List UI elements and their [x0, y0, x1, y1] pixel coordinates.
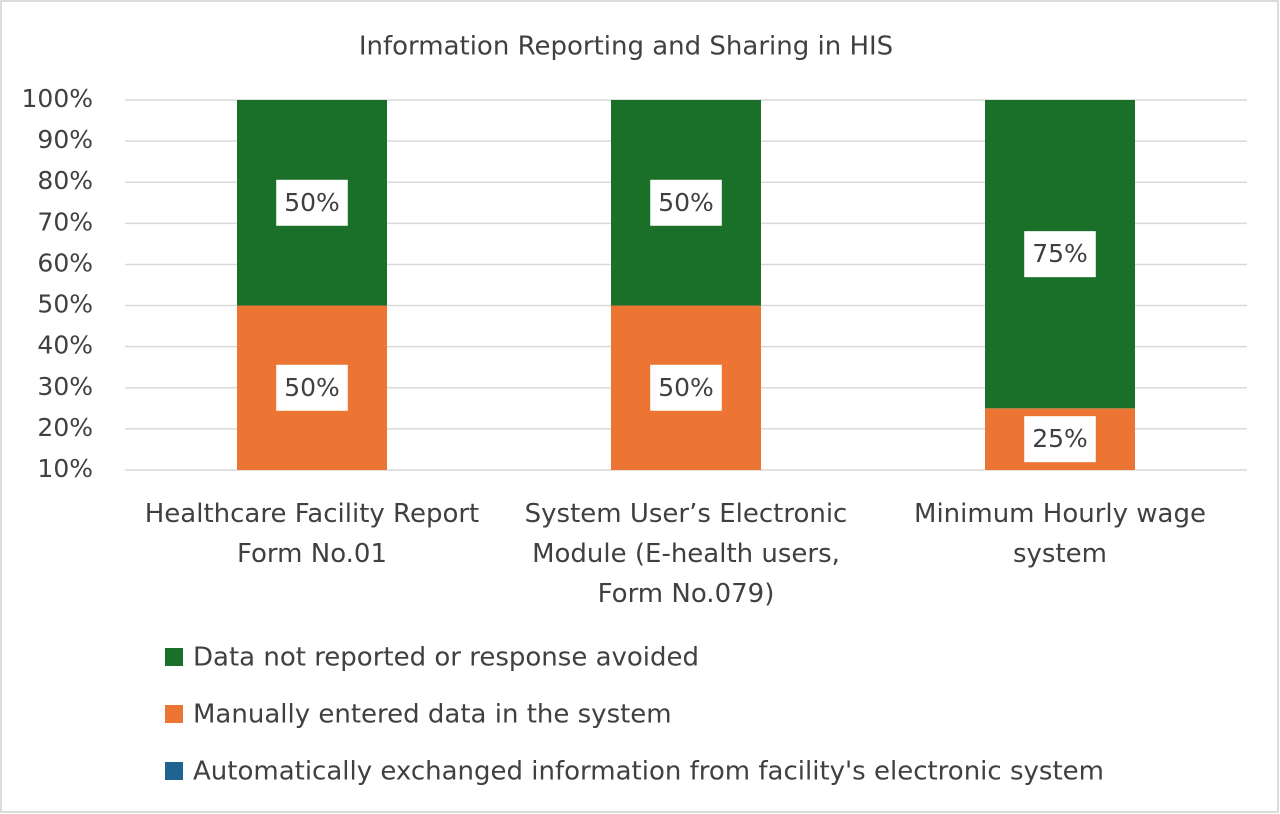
legend-label: Automatically exchanged information from…: [193, 757, 1104, 787]
data-label: 50%: [658, 373, 714, 402]
data-label-box: [1024, 416, 1096, 463]
x-tick-label: Healthcare Facility Report Form No.01: [144, 499, 480, 569]
legend-label: Data not reported or response avoided: [193, 643, 699, 673]
data-label-box: [650, 179, 722, 226]
chart-title: Information Reporting and Sharing in HIS: [359, 32, 893, 62]
y-tick-label: 60%: [37, 248, 93, 277]
y-tick-label: 20%: [37, 413, 93, 442]
y-tick-label: 90%: [37, 125, 93, 154]
legend-swatch: [165, 705, 183, 723]
data-label-box: [650, 364, 722, 411]
data-label: 75%: [1032, 239, 1088, 268]
legend-swatch: [165, 648, 183, 666]
y-tick-label: 80%: [37, 166, 93, 195]
data-label: 50%: [658, 188, 714, 217]
y-tick-label: 100%: [22, 84, 93, 113]
y-tick-label: 40%: [37, 331, 93, 360]
data-label-box: [1024, 231, 1096, 278]
data-label-box: [276, 179, 348, 226]
legend-label: Manually entered data in the system: [193, 700, 672, 730]
y-tick-label: 50%: [37, 290, 93, 319]
y-tick-label: 70%: [37, 207, 93, 236]
data-label: 25%: [1032, 424, 1088, 453]
legend-swatch: [165, 762, 183, 780]
data-label: 50%: [284, 373, 340, 402]
data-label-box: [276, 364, 348, 411]
y-tick-label: 10%: [37, 454, 93, 483]
x-tick-label: System User’s Electronic Module (E-healt…: [524, 499, 848, 609]
data-label: 50%: [284, 188, 340, 217]
y-tick-label: 30%: [37, 372, 93, 401]
x-tick-label: Minimum Hourly wage system: [914, 499, 1206, 569]
